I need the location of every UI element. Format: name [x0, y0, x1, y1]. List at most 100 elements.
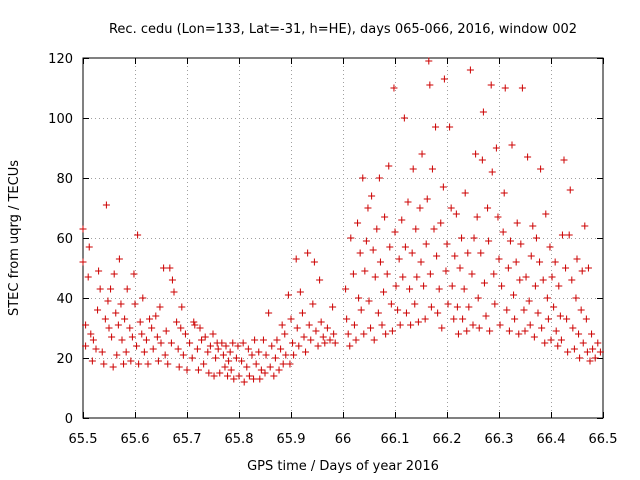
data-point [123, 285, 131, 293]
data-point [109, 363, 117, 371]
data-point [79, 225, 87, 233]
data-point [443, 240, 451, 248]
x-tick-label: 66.2 [433, 432, 462, 447]
data-point [526, 321, 534, 329]
data-point [230, 375, 238, 383]
data-point [259, 336, 267, 344]
y-tick-label: 60 [56, 232, 73, 247]
data-point [100, 360, 108, 368]
data-point [148, 324, 156, 332]
data-point [511, 315, 519, 323]
data-point [113, 351, 121, 359]
data-point [558, 231, 566, 239]
x-tick-label: 65.7 [173, 432, 202, 447]
data-point [468, 270, 476, 278]
data-point [588, 330, 596, 338]
data-point [562, 264, 570, 272]
data-point [146, 315, 154, 323]
data-point [475, 324, 483, 332]
data-point [469, 321, 477, 329]
data-point [222, 342, 230, 350]
data-point [271, 354, 279, 362]
x-tick-label: 66.4 [537, 432, 566, 447]
data-point [127, 357, 135, 365]
data-point [531, 282, 539, 290]
data-point [359, 174, 367, 182]
data-point [487, 81, 495, 89]
data-point [447, 204, 455, 212]
data-point [120, 360, 128, 368]
data-point [416, 204, 424, 212]
data-point [234, 342, 242, 350]
y-tick-label: 40 [56, 292, 73, 307]
data-point [421, 315, 429, 323]
data-point [101, 315, 109, 323]
data-point [581, 222, 589, 230]
data-point [218, 339, 226, 347]
data-point [154, 357, 162, 365]
data-point [206, 342, 214, 350]
data-point [560, 156, 568, 164]
data-point [504, 264, 512, 272]
data-point [82, 342, 90, 350]
data-point [114, 321, 122, 329]
data-point [371, 273, 379, 281]
data-point [382, 330, 390, 338]
data-point [381, 213, 389, 221]
data-point [354, 219, 362, 227]
data-point [414, 318, 422, 326]
data-point [521, 327, 529, 335]
data-point [314, 342, 322, 350]
data-point [485, 237, 493, 245]
data-point [310, 258, 318, 266]
data-point [238, 357, 246, 365]
data-point [563, 315, 571, 323]
data-point [364, 204, 372, 212]
data-point [190, 318, 198, 326]
data-points [79, 57, 604, 386]
data-point [316, 276, 324, 284]
data-point [490, 270, 498, 278]
data-point [578, 267, 586, 275]
data-point [541, 339, 549, 347]
data-point [194, 366, 202, 374]
data-point [510, 291, 518, 299]
grid-lines [83, 58, 603, 418]
data-point [400, 114, 408, 122]
data-point [319, 333, 327, 341]
data-point [369, 246, 377, 254]
data-point [573, 255, 581, 263]
data-point [496, 321, 504, 329]
data-point [126, 324, 134, 332]
data-point [524, 153, 532, 161]
data-point [503, 306, 511, 314]
data-point [131, 300, 139, 308]
data-point [378, 321, 386, 329]
data-point [482, 312, 490, 320]
data-point [546, 243, 554, 251]
data-point [162, 327, 170, 335]
data-point [470, 234, 478, 242]
data-point [349, 270, 357, 278]
data-point [396, 321, 404, 329]
data-point [214, 345, 222, 353]
data-point [463, 327, 471, 335]
data-point [577, 306, 585, 314]
data-point [161, 351, 169, 359]
data-point [542, 210, 550, 218]
data-point [210, 372, 218, 380]
data-point [227, 366, 235, 374]
data-point [570, 345, 578, 353]
data-point [166, 264, 174, 272]
data-point [157, 339, 165, 347]
data-point [537, 165, 545, 173]
data-point [279, 360, 287, 368]
data-point [456, 264, 464, 272]
data-point [89, 336, 97, 344]
data-point [551, 258, 559, 266]
data-point [569, 324, 577, 332]
data-point [512, 258, 520, 266]
data-point [82, 321, 90, 329]
data-point [326, 336, 334, 344]
data-point [281, 330, 289, 338]
